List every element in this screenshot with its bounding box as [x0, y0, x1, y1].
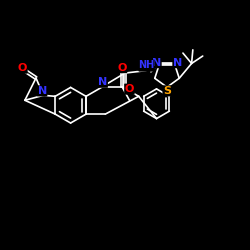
Text: O: O	[18, 63, 27, 73]
Text: N: N	[98, 77, 107, 87]
Text: NH: NH	[139, 61, 155, 71]
Text: NH: NH	[138, 60, 154, 70]
Text: N: N	[152, 58, 161, 68]
Text: O: O	[125, 84, 134, 94]
Text: O: O	[117, 63, 127, 73]
Text: N: N	[173, 58, 182, 68]
Text: S: S	[163, 86, 171, 96]
Text: N: N	[38, 86, 47, 96]
